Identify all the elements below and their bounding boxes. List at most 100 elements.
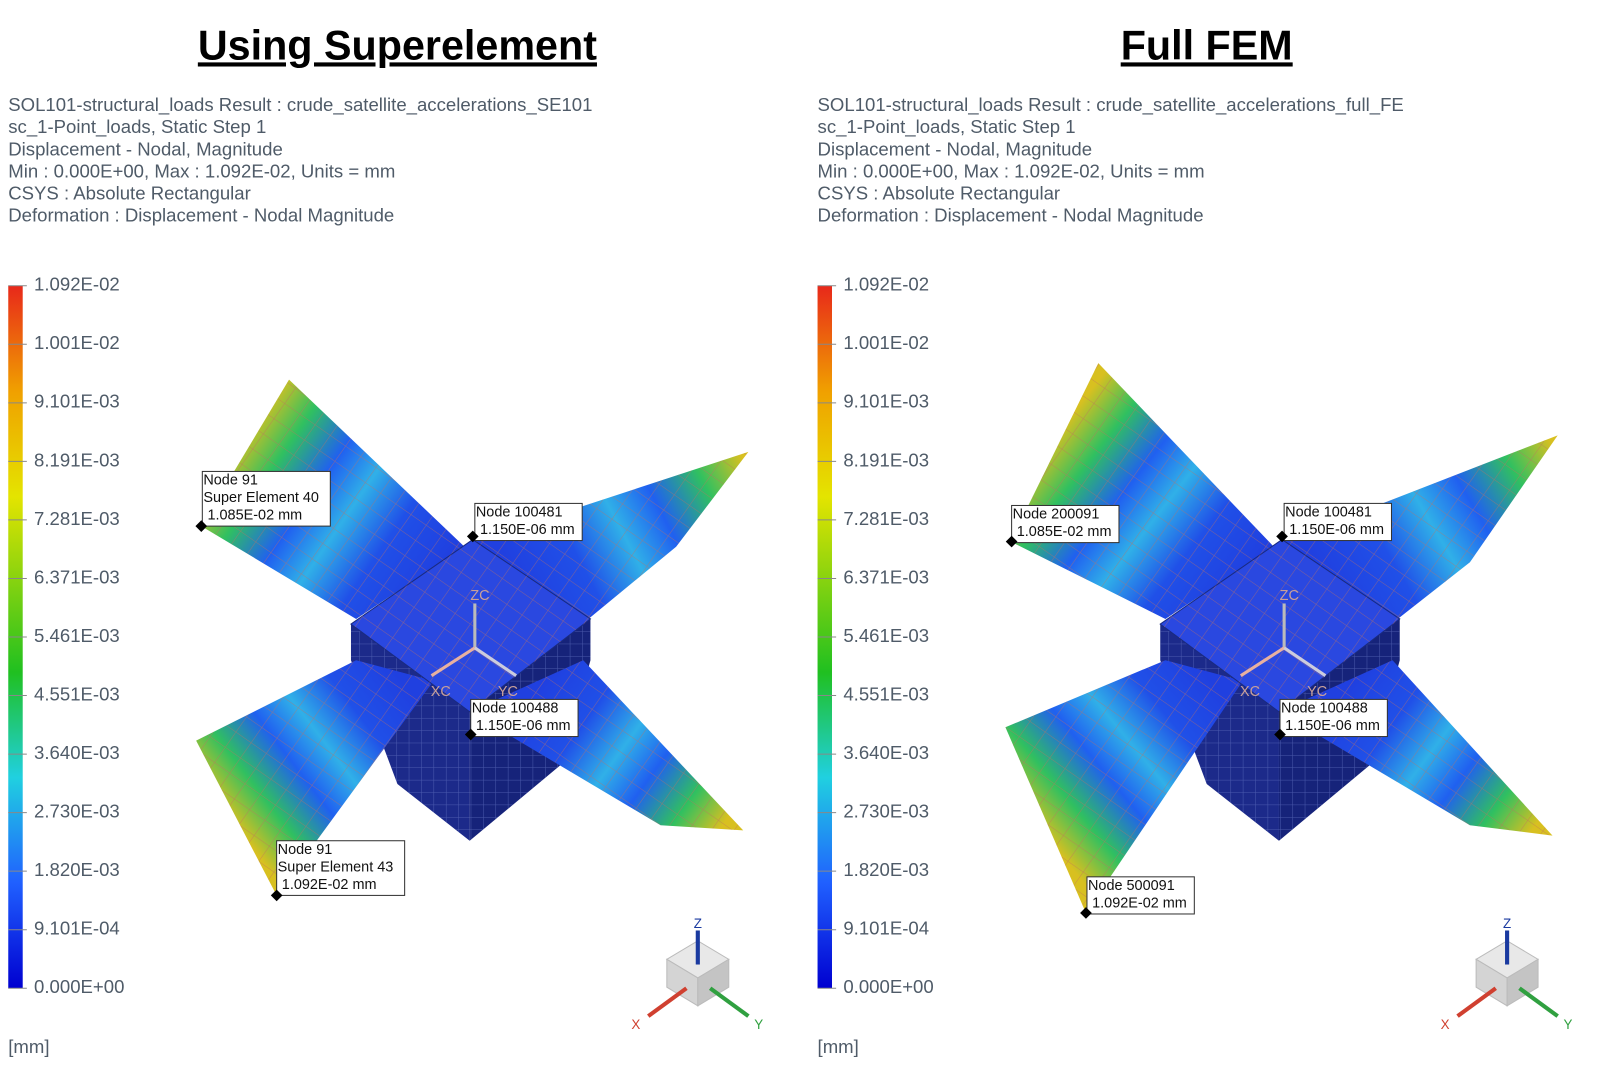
legend-label: 9.101E-03 [843, 391, 929, 412]
panel-title: Using Superelement [198, 22, 597, 68]
unit-label: [mm] [818, 1036, 859, 1057]
triad-label: Y [754, 1017, 763, 1032]
csys-label: YC [498, 684, 518, 700]
callout-marker [1005, 535, 1018, 548]
triad-label: X [1441, 1017, 1450, 1032]
callout-text: 1.150E-06 mm [1285, 718, 1380, 734]
legend-label: 3.640E-03 [843, 742, 929, 763]
callout-box [1011, 504, 1120, 544]
csys-label: YC [1307, 684, 1327, 700]
legend-label: 1.092E-02 [843, 274, 929, 295]
result-info: CSYS : Absolute Rectangular [8, 182, 251, 203]
legend-label: 9.101E-03 [34, 391, 120, 412]
panel-title: Full FEM [1121, 22, 1293, 68]
callout-marker [1276, 530, 1288, 543]
csys-axis [1239, 646, 1285, 677]
callout-text: 1.150E-06 mm [480, 522, 575, 538]
callout-box [276, 840, 406, 896]
result-panel: Full FEM SOL101-structural_loads Result :… [817, 22, 1573, 1057]
triad-axis [1456, 986, 1497, 1018]
legend-label: 7.281E-03 [843, 508, 929, 529]
result-info: sc_1-Point_loads, Static Step 1 [818, 116, 1076, 138]
triad-label: Y [1564, 1017, 1573, 1032]
solar-panel-mesh [1010, 363, 1274, 619]
callout-text: 1.092E-02 mm [1092, 895, 1187, 911]
callout-text: Node 100481 [476, 505, 563, 521]
legend-label: 1.092E-02 [34, 274, 120, 295]
legend-label: 1.001E-02 [34, 332, 120, 353]
legend-label: 2.730E-03 [843, 801, 929, 822]
result-info: Min : 0.000E+00, Max : 1.092E-02, Units … [8, 160, 395, 181]
callout-box [474, 502, 583, 542]
callout-text: 1.085E-02 mm [1017, 524, 1112, 540]
solar-panel-mesh [1005, 660, 1243, 913]
callout-text: Node 100488 [1281, 701, 1368, 717]
csys-axis [473, 646, 517, 677]
legend-label: 6.371E-03 [34, 566, 120, 587]
callout-box [1279, 698, 1388, 738]
solar-panel-mesh [201, 379, 465, 619]
legend-label: 6.371E-03 [843, 566, 929, 587]
result-info: SOL101-structural_loads Result : crude_s… [8, 94, 592, 116]
triad-axis [708, 986, 750, 1018]
callout-text: Node 500091 [1088, 878, 1175, 894]
result-info: SOL101-structural_loads Result : crude_s… [818, 94, 1404, 116]
csys-axis [430, 646, 476, 677]
triad-label: X [631, 1017, 640, 1032]
triad-cube [697, 958, 730, 1007]
legend-label: 1.820E-03 [34, 859, 120, 880]
callout-text: 1.092E-02 mm [282, 877, 377, 893]
callout-text: Super Element 43 [278, 859, 394, 875]
legend-label: 9.101E-04 [843, 918, 929, 939]
triad-label: Z [694, 916, 702, 931]
solar-panel-mesh [1284, 435, 1558, 619]
legend-label: 5.461E-03 [843, 625, 929, 646]
result-info: CSYS : Absolute Rectangular [818, 182, 1061, 203]
callout-text: Node 100481 [1285, 505, 1372, 521]
triad-axis [647, 986, 688, 1018]
result-info: Displacement - Nodal, Magnitude [8, 138, 283, 159]
csys-axis [1283, 646, 1327, 677]
legend-label: 8.191E-03 [34, 449, 120, 470]
unit-label: [mm] [8, 1036, 49, 1057]
legend-label: 8.191E-03 [843, 449, 929, 470]
legend-label: 7.281E-03 [34, 508, 120, 529]
legend-label: 4.551E-03 [34, 683, 120, 704]
callout-box [1086, 876, 1195, 915]
result-info: Min : 0.000E+00, Max : 1.092E-02, Units … [818, 160, 1205, 181]
callout-marker [464, 728, 477, 741]
legend-label: 1.820E-03 [843, 859, 929, 880]
callout-marker [195, 520, 208, 532]
solar-panel-mesh [474, 451, 749, 619]
result-info: sc_1-Point_loads, Static Step 1 [8, 116, 266, 138]
callout-box [201, 470, 331, 527]
legend-label: 5.461E-03 [34, 625, 120, 646]
csys-label: XC [1240, 684, 1260, 700]
callout-marker [1080, 907, 1092, 919]
csys-label: XC [431, 684, 451, 700]
callout-text: 1.150E-06 mm [476, 718, 571, 734]
callout-text: 1.085E-02 mm [207, 508, 302, 524]
triad-cube [1506, 958, 1539, 1007]
callout-box [1283, 502, 1392, 542]
callout-text: 1.150E-06 mm [1289, 522, 1384, 538]
result-info: Deformation : Displacement - Nodal Magni… [8, 205, 394, 226]
triad-label: Z [1503, 916, 1511, 931]
callout-marker [270, 889, 283, 902]
csys-label: ZC [470, 588, 489, 604]
callout-text: Node 91 [278, 842, 333, 858]
legend-label: 9.101E-04 [34, 918, 120, 939]
result-panel: Using Superelement SOL101-structural_load… [8, 22, 763, 1057]
triad-axis [1518, 986, 1559, 1018]
callout-text: Node 200091 [1013, 507, 1100, 523]
legend-label: 3.640E-03 [34, 742, 120, 763]
satellite-top-mesh [350, 539, 591, 712]
csys-label: ZC [1280, 588, 1299, 604]
legend-label: 4.551E-03 [843, 683, 929, 704]
result-info: Deformation : Displacement - Nodal Magni… [818, 205, 1204, 226]
callout-text: Node 100488 [472, 701, 559, 717]
legend-label: 0.000E+00 [34, 976, 124, 997]
legend-label: 2.730E-03 [34, 801, 120, 822]
